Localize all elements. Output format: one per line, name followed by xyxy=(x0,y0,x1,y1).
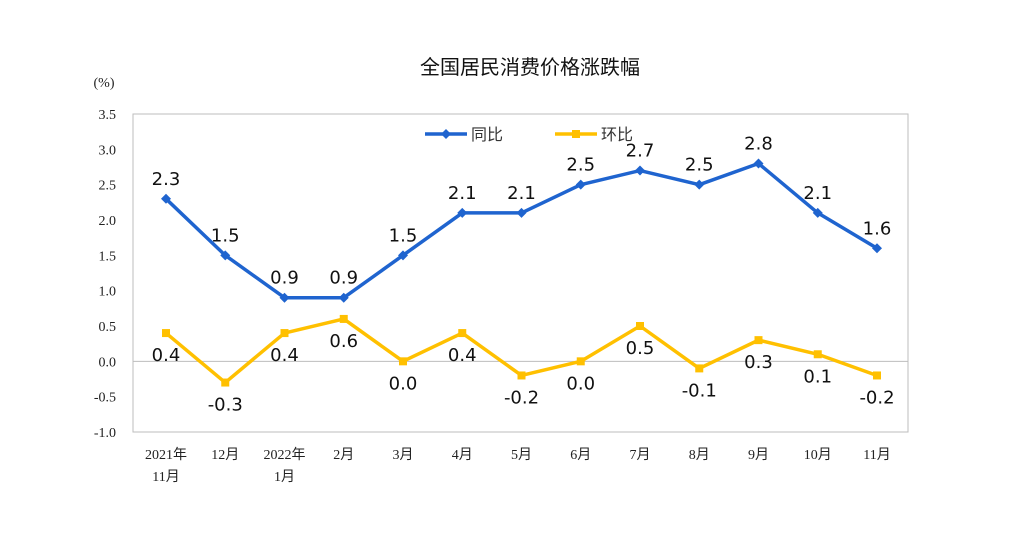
data-point xyxy=(694,179,705,190)
data-label: 2.1 xyxy=(507,183,536,204)
data-point xyxy=(753,158,764,169)
data-point xyxy=(517,371,526,380)
data-label: -0.1 xyxy=(682,380,717,401)
x-tick-label: 3月 xyxy=(393,447,414,463)
x-tick-label: 8月 xyxy=(689,447,710,463)
y-tick-label: -1.0 xyxy=(94,426,116,441)
x-tick-label: 2021年 xyxy=(145,447,187,463)
data-point xyxy=(338,292,349,303)
y-tick-label: 3.5 xyxy=(99,108,117,123)
x-tick-label: 4月 xyxy=(452,447,473,463)
data-point xyxy=(813,350,822,359)
data-label: -0.2 xyxy=(504,387,539,408)
y-tick-label: 1.5 xyxy=(99,249,117,264)
chart-title: 全国居民消费价格涨跌幅 xyxy=(420,55,640,79)
data-point xyxy=(695,364,704,373)
x-tick-label: 11月 xyxy=(152,469,179,485)
x-tick-label: 7月 xyxy=(630,447,651,463)
data-label: -0.2 xyxy=(859,387,894,408)
legend-marker xyxy=(572,130,580,138)
data-label: 0.1 xyxy=(803,366,832,387)
data-label: 0.4 xyxy=(448,345,477,366)
data-label: 0.9 xyxy=(270,268,299,289)
data-label: 0.3 xyxy=(744,352,773,373)
legend-marker xyxy=(441,129,451,139)
y-tick-label: -0.5 xyxy=(94,391,116,406)
data-point xyxy=(576,357,585,366)
data-point xyxy=(398,250,408,261)
data-label: 1.6 xyxy=(863,218,892,239)
data-point xyxy=(457,207,468,218)
data-point xyxy=(872,243,882,254)
data-label: 2.8 xyxy=(744,133,773,154)
x-tick-label: 10月 xyxy=(804,447,832,463)
y-tick-label: 1.0 xyxy=(99,285,117,300)
y-tick-label: 3.0 xyxy=(99,143,117,158)
data-label: 2.3 xyxy=(152,169,181,190)
x-tick-label: 9月 xyxy=(748,447,769,463)
data-label: -0.3 xyxy=(208,395,243,416)
data-label: 2.1 xyxy=(448,183,477,204)
data-point xyxy=(161,193,171,204)
data-point xyxy=(812,207,823,218)
legend-label: 环比 xyxy=(601,125,633,144)
data-point xyxy=(280,329,289,338)
x-tick-label: 6月 xyxy=(570,447,591,463)
x-tick-label: 2022年 xyxy=(264,447,306,463)
legend-label: 同比 xyxy=(471,125,503,144)
data-point xyxy=(636,322,644,330)
y-tick-label: 2.5 xyxy=(99,179,117,194)
data-label: 0.5 xyxy=(626,338,655,359)
data-point xyxy=(575,179,586,190)
data-label: 2.5 xyxy=(685,155,714,176)
data-label: 1.5 xyxy=(389,225,418,246)
data-label: 0.6 xyxy=(329,331,358,352)
data-label: 0.4 xyxy=(270,345,299,366)
data-point xyxy=(458,329,467,338)
y-tick-label: 0.5 xyxy=(99,320,117,335)
x-tick-label: 2月 xyxy=(333,447,354,463)
y-tick-label: 2.0 xyxy=(99,214,117,229)
data-label: 2.5 xyxy=(566,155,595,176)
data-label: 0.9 xyxy=(329,268,358,289)
x-tick-label: 5月 xyxy=(511,447,532,463)
data-label: 0.4 xyxy=(152,345,181,366)
data-point xyxy=(399,357,407,366)
data-point xyxy=(221,378,230,387)
data-point xyxy=(873,371,881,380)
y-axis-unit: (%) xyxy=(94,76,115,91)
data-point xyxy=(279,292,290,303)
data-label: 1.5 xyxy=(211,225,240,246)
data-point xyxy=(162,329,170,338)
data-label: 2.7 xyxy=(626,141,655,162)
x-tick-label: 1月 xyxy=(274,469,295,485)
data-point xyxy=(339,314,348,323)
data-point xyxy=(220,250,231,261)
x-tick-label: 11月 xyxy=(863,447,890,463)
x-tick-label: 12月 xyxy=(211,447,239,463)
data-point xyxy=(754,336,763,345)
data-point xyxy=(635,165,645,176)
data-label: 0.0 xyxy=(389,373,418,394)
y-tick-label: 0.0 xyxy=(99,355,117,370)
data-point xyxy=(516,207,527,218)
data-label: 2.1 xyxy=(803,183,832,204)
plot-frame xyxy=(132,113,909,433)
data-label: 0.0 xyxy=(566,373,595,394)
